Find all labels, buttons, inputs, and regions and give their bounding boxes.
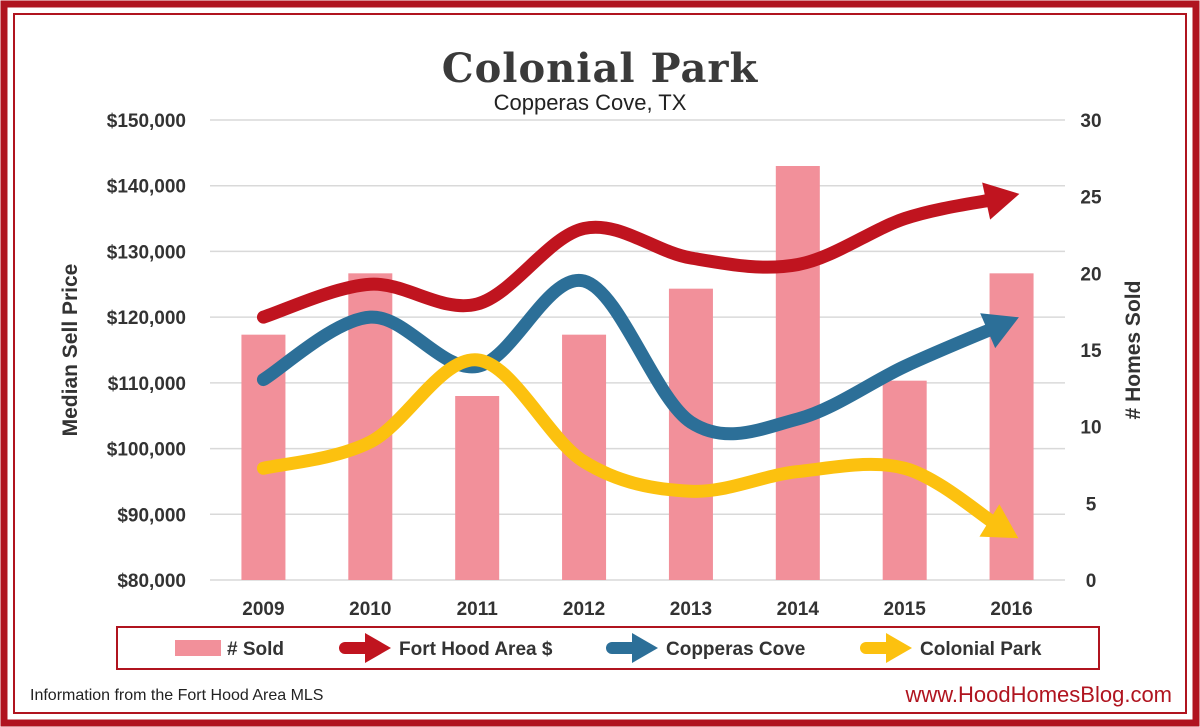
x-tick-label: 2014 [777,599,820,620]
legend-label: Fort Hood Area $ [399,639,553,660]
legend-arrow [365,633,391,663]
left-tick-label: $100,000 [107,440,186,461]
legend-arrow [886,633,912,663]
right-axis-ticks: 0 5 10 15 20 25 30 [1080,111,1102,592]
x-tick-label: 2009 [242,599,284,620]
x-tick-label: 2016 [990,599,1032,620]
right-tick-label: 0 [1086,571,1097,592]
left-tick-label: $150,000 [107,111,186,132]
right-tick-label: 20 [1080,264,1101,285]
left-axis-ticks: $80,000 $90,000 $100,000 $110,000 $120,000 $1… [107,111,186,592]
legend-label: Colonial Park [920,639,1042,660]
arrowhead-copperas-cove [980,313,1019,349]
bar-series [241,166,1034,580]
right-tick-label: 5 [1086,494,1097,515]
x-tick-label: 2015 [884,599,927,620]
line-series [256,182,1020,539]
bar-sold [455,396,500,580]
left-tick-label: $140,000 [107,177,186,198]
x-tick-label: 2012 [563,599,605,620]
line-colonial-park [256,353,1003,532]
x-tick-label: 2013 [670,599,712,620]
left-axis-title: Median Sell Price [59,264,82,437]
legend: # Sold Fort Hood Area $ Copperas Cove Colon… [175,633,1042,663]
arrowhead-colonial-park [979,504,1019,539]
right-tick-label: 10 [1080,418,1101,439]
legend-swatch-sold [175,640,221,656]
website-link[interactable]: www.HoodHomesBlog.com [904,682,1172,707]
chart-title: Colonial Park [442,45,759,92]
right-tick-label: 15 [1080,341,1102,362]
legend-arrow [632,633,658,663]
inner-frame [13,13,1187,714]
x-axis-ticks: 2009 2010 2011 2012 2013 2014 2015 2016 [242,599,1032,620]
legend-label: Copperas Cove [666,639,805,660]
x-tick-label: 2010 [349,599,391,620]
line-copperas-cove [256,274,1002,441]
left-tick-label: $90,000 [117,505,186,526]
line-fort-hood-area [256,192,1001,324]
left-tick-label: $120,000 [107,308,186,329]
left-tick-label: $80,000 [117,571,186,592]
left-tick-label: $110,000 [108,374,186,395]
right-tick-label: 30 [1080,111,1101,132]
source-note: Information from the Fort Hood Area MLS [30,687,323,704]
arrowhead-fort-hood-area [982,182,1020,220]
chart-subtitle: Copperas Cove, TX [494,90,687,115]
x-tick-label: 2011 [457,599,499,620]
left-tick-label: $130,000 [107,242,186,263]
right-tick-label: 25 [1080,188,1102,209]
legend-label: # Sold [227,639,284,660]
right-axis-title: # Homes Sold [1122,281,1145,420]
bar-sold [775,166,820,580]
